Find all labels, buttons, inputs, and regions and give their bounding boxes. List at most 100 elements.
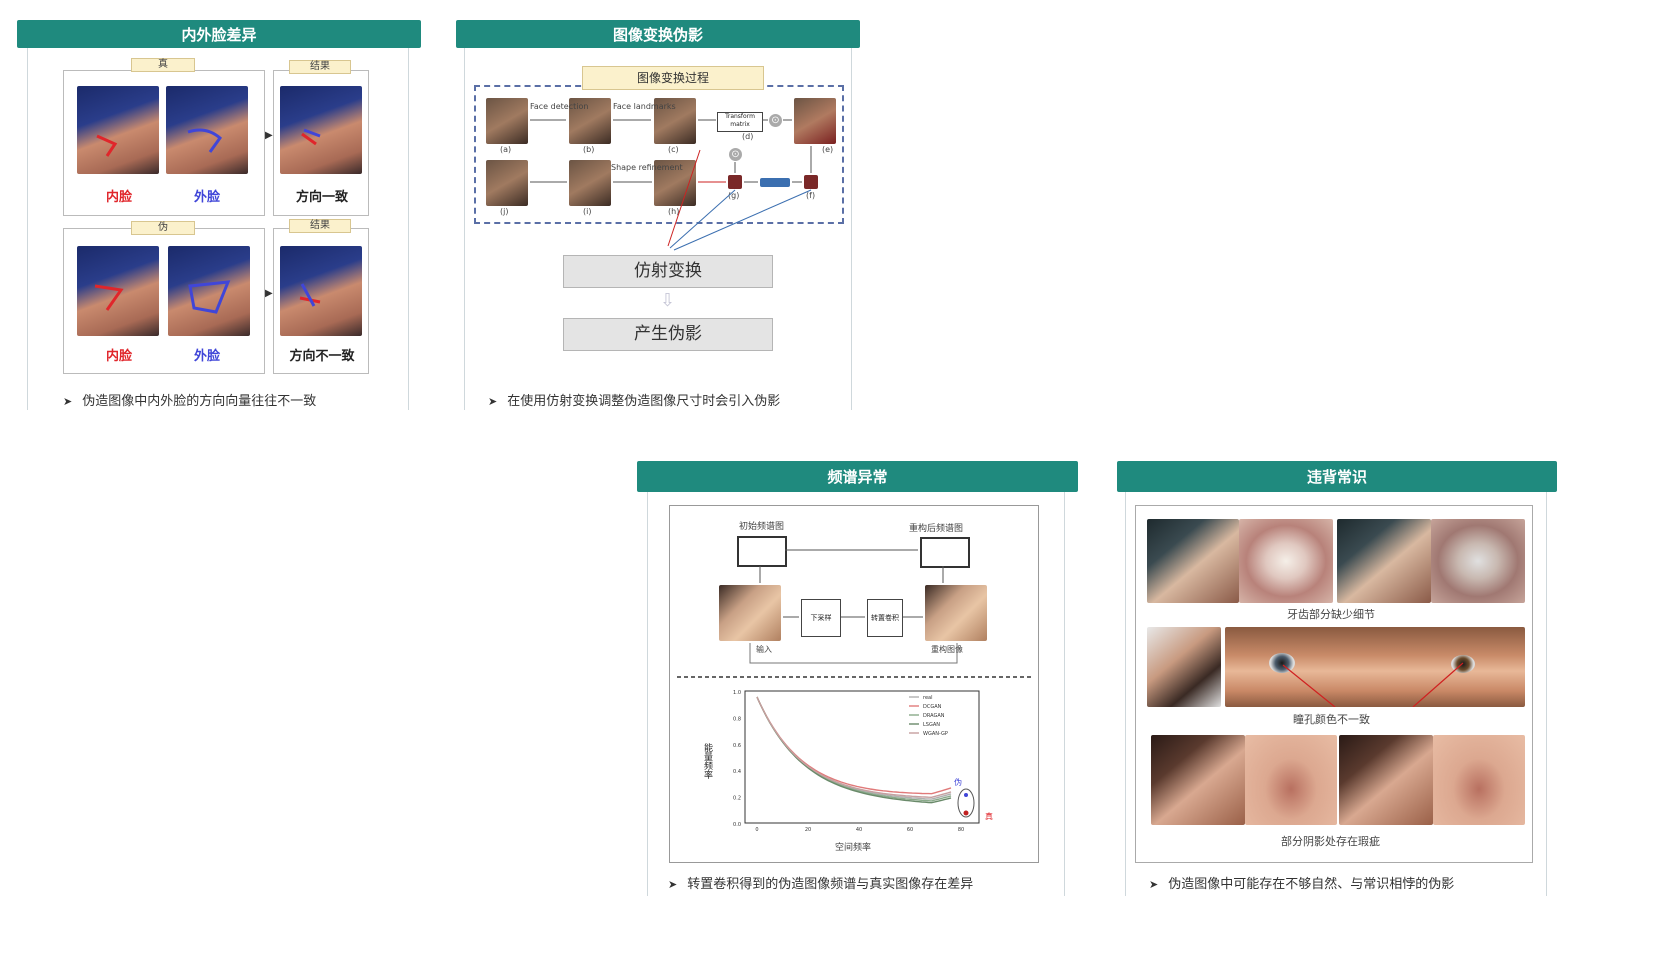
panel-spectrum-anomaly: 频谱异常 初始频谱图 重构后频谱图 输入 重构图像 下采样 转置卷积 能量频率 …: [637, 461, 1078, 901]
eyes-closeup-image: [1225, 627, 1525, 707]
panel-title: 图像变换伪影: [456, 20, 860, 48]
fake-inner-label: 内脸: [105, 349, 132, 364]
xlabel: 空间频率: [835, 843, 872, 853]
inner-face-marks: [96, 134, 118, 157]
result-tag: 结果: [289, 219, 351, 233]
plot-frame: [744, 690, 980, 824]
reconstructed-spectrum-label: 重构后频谱图: [909, 524, 964, 534]
x-tick-label: 80: [958, 827, 964, 833]
mask-thumb-g: [728, 175, 742, 189]
shadow-face-2-image: [1339, 735, 1433, 825]
result-marks: [301, 128, 321, 146]
legend-entry: real: [923, 695, 932, 701]
real-outer-label: 外脸: [193, 190, 220, 205]
panel-title: 频谱异常: [637, 461, 1078, 492]
multiply-op-icon: ⊙: [729, 148, 742, 161]
sub-label-h: (h): [668, 207, 680, 216]
sub-label-d: (d): [742, 132, 754, 141]
fake-point: [964, 793, 968, 797]
real-result-face-image: [280, 86, 362, 174]
panel-title: 内外脸差异: [17, 20, 421, 48]
legend-entry: LSGAN: [923, 722, 940, 728]
sub-label-g: (g): [728, 191, 740, 200]
eye-face-image: [1147, 627, 1221, 707]
y-tick-label: 0.6: [733, 743, 741, 749]
fake-outer-label: 外脸: [193, 349, 220, 364]
series-line-LSGAN: [756, 696, 952, 804]
mask-thumb-f: [804, 175, 818, 189]
fake-inner-face-image: [77, 246, 159, 336]
outer-face-marks: [187, 128, 223, 153]
face-thumb-j: [486, 160, 528, 206]
series-line-real: [756, 696, 952, 800]
fake-inner-marks: [94, 284, 124, 311]
arrow-right-icon: ▶: [265, 130, 273, 141]
face-thumb-e: [794, 98, 836, 144]
step-face-landmarks: Face landmarks: [613, 102, 676, 111]
row3-label: 部分阴影处存在瑕疵: [1281, 835, 1380, 848]
series-line-WGAN-GP: [756, 696, 952, 799]
real-inner-face-image: [77, 86, 159, 174]
panel1-caption-text: 伪造图像中内外脸的方向向量往往不一致: [82, 394, 317, 409]
teeth-mouth-2-image: [1431, 519, 1525, 603]
panel-frame: [464, 48, 852, 410]
process-connectors: [530, 119, 812, 251]
sub-label-a: (a): [500, 145, 512, 154]
multiply-op-icon: ⊙: [769, 114, 782, 127]
shadow-nose-2-image: [1433, 735, 1525, 825]
input-label: 输入: [756, 645, 772, 654]
pupil-pointer-lines: [1282, 662, 1464, 707]
teeth-mouth-1-image: [1239, 519, 1333, 603]
panel3-caption: ➤ 转置卷积得到的伪造图像频谱与真实图像存在差异: [668, 873, 973, 892]
x-tick-label: 0: [755, 827, 758, 833]
teeth-face-2-image: [1337, 519, 1431, 603]
left-pupil: [1269, 653, 1295, 673]
panel2-caption: ➤ 在使用仿射变换调整伪造图像尺寸时会引入伪影: [488, 390, 780, 409]
real-outer-face-image: [166, 86, 248, 174]
bullet-arrow-icon: ➤: [63, 395, 73, 408]
face-thumb-a: [486, 98, 528, 144]
sub-label-i: (i): [583, 207, 592, 216]
initial-spectrum-box: [737, 536, 787, 567]
y-tick-label: 1.0: [733, 690, 741, 696]
sub-label-f: (f): [806, 191, 816, 200]
panel1-caption: ➤ 伪造图像中内外脸的方向向量往往不一致: [63, 390, 316, 409]
panel4-caption: ➤ 伪造图像中可能存在不够自然、与常识相悖的伪影: [1149, 873, 1454, 892]
face-thumb-b: [569, 98, 611, 144]
fake-result-face-image: [280, 246, 362, 336]
panel2-caption-text: 在使用仿射变换调整伪造图像尺寸时会引入伪影: [507, 394, 781, 409]
panel-transform-artifact: 图像变换伪影 图像变换过程 Transform matrix ⊙ ⊙ Face …: [456, 20, 860, 415]
sub-label-j: (j): [500, 207, 509, 216]
fake-outer-marks: [188, 280, 231, 314]
sub-label-b: (b): [583, 145, 595, 154]
process-label: 图像变换过程: [582, 66, 764, 90]
spectrum-figure: [669, 505, 1039, 863]
down-arrow-icon: ⇩: [660, 290, 676, 311]
step-face-detection: Face detection: [530, 102, 589, 111]
input-faces-image: [719, 585, 781, 641]
pipeline-connectors: [677, 549, 1033, 678]
reconstructed-spectrum-box: [920, 537, 970, 568]
output-label: 重构图像: [931, 645, 963, 654]
panel-frame: [647, 492, 1065, 896]
teeth-face-1-image: [1147, 519, 1239, 603]
artifact-box: 产生伪影: [563, 318, 773, 351]
shadow-nose-1-image: [1245, 735, 1337, 825]
arrow-right-icon: ▶: [265, 288, 273, 299]
downsample-block: 下采样: [801, 599, 841, 637]
row2-label: 瞳孔颜色不一致: [1293, 713, 1370, 726]
panel3-caption-text: 转置卷积得到的伪造图像频谱与真实图像存在差异: [687, 877, 974, 892]
legend-entry: DRAGAN: [923, 713, 945, 719]
x-tick-label: 40: [856, 827, 862, 833]
panel4-caption-text: 伪造图像中可能存在不够自然、与常识相悖的伪影: [1168, 877, 1455, 892]
fake-mark: 伪: [954, 777, 962, 787]
inconsistent-label: 方向不一致: [289, 349, 355, 364]
legend-entry: DCGAN: [923, 704, 942, 710]
consistent-label: 方向一致: [295, 190, 348, 205]
y-tick-label: 0.0: [733, 822, 741, 828]
result-tag: 结果: [289, 60, 351, 74]
panel-frame: [1125, 492, 1547, 896]
real-mark: 真: [985, 811, 993, 821]
y-tick-label: 0.4: [733, 769, 741, 775]
real-point: [963, 810, 969, 816]
